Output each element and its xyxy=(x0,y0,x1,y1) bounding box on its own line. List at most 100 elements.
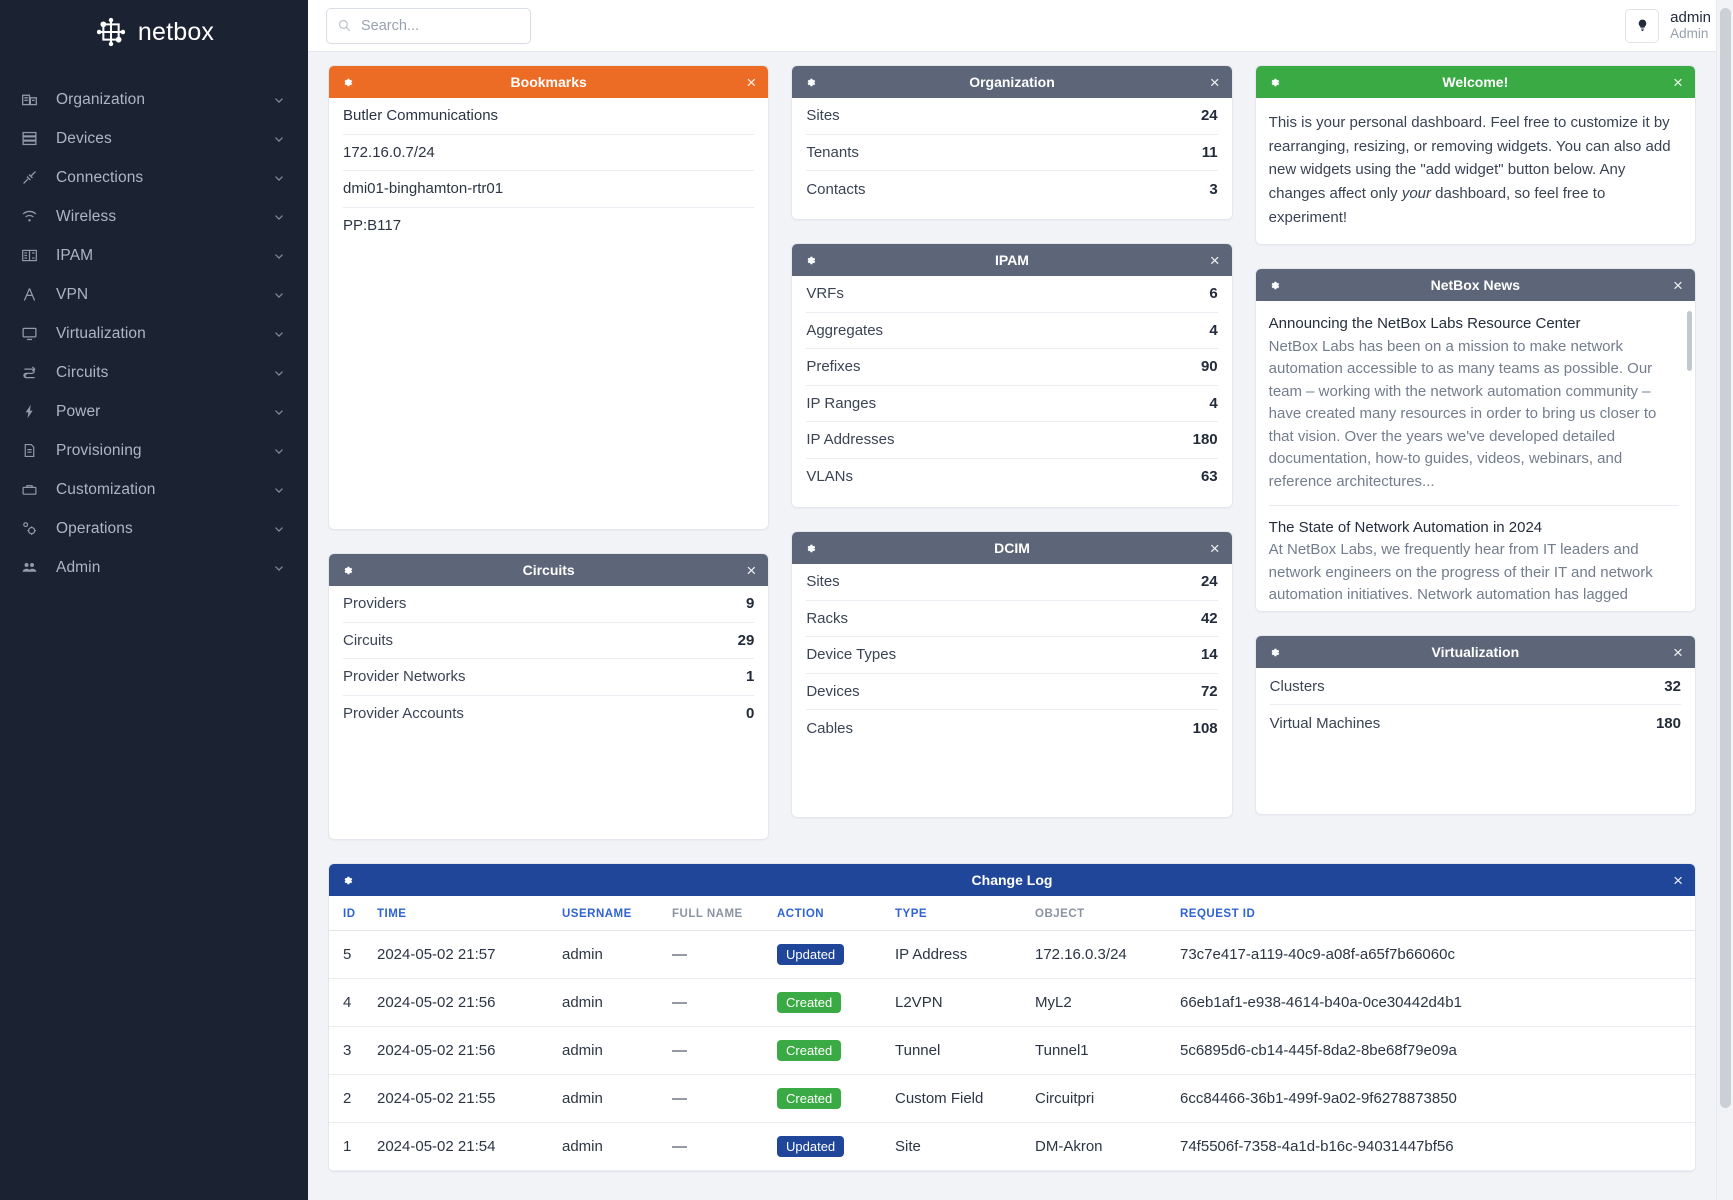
cell-object[interactable]: DM-Akron xyxy=(1029,1122,1174,1171)
stat-row[interactable]: IP Ranges 4 xyxy=(806,386,1218,422)
stat-row[interactable]: Devices 72 xyxy=(806,674,1218,710)
sidebar-item-vpn[interactable]: VPN xyxy=(0,275,308,314)
sidebar-item-wireless[interactable]: Wireless xyxy=(0,197,308,236)
cell-request-id[interactable]: 5c6895d6-cb14-445f-8da2-8be68f79e09a xyxy=(1174,1026,1695,1075)
close-icon[interactable]: × xyxy=(1673,72,1683,92)
stat-row[interactable]: Contacts 3 xyxy=(806,171,1217,208)
cell-id[interactable]: 3 xyxy=(329,1026,371,1075)
close-icon[interactable]: × xyxy=(1209,538,1220,558)
cell-id[interactable]: 1 xyxy=(329,1122,371,1171)
cell-object[interactable]: MyL2 xyxy=(1029,978,1174,1027)
stat-row[interactable]: Clusters 32 xyxy=(1269,668,1681,705)
stat-row[interactable]: Prefixes 90 xyxy=(806,349,1218,386)
close-icon[interactable]: × xyxy=(1673,275,1683,295)
brand[interactable]: netbox xyxy=(0,6,308,58)
news-scroll-area[interactable]: Announcing the NetBox Labs Resource Cent… xyxy=(1256,301,1695,611)
column-header-time[interactable]: TIME xyxy=(371,896,556,931)
sidebar-item-operations[interactable]: Operations xyxy=(0,509,308,548)
stat-row[interactable]: Virtual Machines 180 xyxy=(1270,705,1681,742)
search-input[interactable] xyxy=(361,17,520,34)
cell-id[interactable]: 2 xyxy=(329,1074,371,1123)
gear-icon[interactable] xyxy=(1268,279,1281,292)
gear-icon[interactable] xyxy=(341,76,354,89)
sidebar-item-organization[interactable]: Organization xyxy=(0,80,308,119)
table-row[interactable]: 2 2024-05-02 21:55 admin — Created Custo… xyxy=(329,1074,1695,1123)
stat-row[interactable]: VRFs 6 xyxy=(806,276,1218,313)
cell-request-id[interactable]: 6cc84466-36b1-499f-9a02-9f6278873850 xyxy=(1174,1074,1695,1123)
sidebar-item-admin[interactable]: Admin xyxy=(0,548,308,587)
cell-full-name: — xyxy=(666,930,771,979)
close-icon[interactable]: × xyxy=(1673,870,1683,890)
column-header-username[interactable]: USERNAME xyxy=(556,896,666,931)
gear-icon[interactable] xyxy=(1268,646,1281,659)
stat-label: VLANs xyxy=(806,468,854,486)
cell-object[interactable]: Tunnel1 xyxy=(1029,1026,1174,1075)
column-header-type[interactable]: TYPE xyxy=(889,896,1029,931)
stat-row[interactable]: Sites 24 xyxy=(806,564,1218,601)
list-item[interactable]: 172.16.0.7/24 xyxy=(343,135,755,171)
stat-row[interactable]: Circuits 29 xyxy=(343,623,755,659)
table-row[interactable]: 1 2024-05-02 21:54 admin — Updated Site … xyxy=(329,1122,1695,1171)
stat-row[interactable]: Tenants 11 xyxy=(806,135,1218,171)
table-row[interactable]: 4 2024-05-02 21:56 admin — Created L2VPN… xyxy=(329,978,1695,1027)
sidebar-item-customization[interactable]: Customization xyxy=(0,470,308,509)
list-item[interactable]: dmi01-binghamton-rtr01 xyxy=(343,171,755,208)
user-meta[interactable]: admin Admin xyxy=(1670,9,1711,42)
close-icon[interactable]: × xyxy=(1209,72,1220,92)
sidebar-item-devices[interactable]: Devices xyxy=(0,119,308,158)
sidebar-item-circuits[interactable]: Circuits xyxy=(0,353,308,392)
close-icon[interactable]: × xyxy=(746,560,757,580)
close-icon[interactable]: × xyxy=(746,72,757,92)
page-scrollbar-thumb[interactable] xyxy=(1720,8,1731,1108)
gear-icon[interactable] xyxy=(341,564,354,577)
cell-request-id[interactable]: 66eb1af1-e938-4614-b40a-0ce30442d4b1 xyxy=(1174,978,1695,1027)
sidebar-item-connections[interactable]: Connections xyxy=(0,158,308,197)
close-icon[interactable]: × xyxy=(1209,250,1220,270)
page-scrollbar[interactable] xyxy=(1716,0,1733,1200)
stat-row[interactable]: Racks 42 xyxy=(806,601,1218,637)
cell-request-id[interactable]: 74f5506f-7358-4a1d-b16c-94031447bf56 xyxy=(1174,1122,1695,1171)
stat-row[interactable]: Aggregates 4 xyxy=(806,313,1218,349)
gear-icon[interactable] xyxy=(804,254,817,267)
cell-time[interactable]: 2024-05-02 21:54 xyxy=(371,1122,556,1171)
stat-row[interactable]: VLANs 63 xyxy=(806,459,1217,496)
column-header-request-id[interactable]: REQUEST ID xyxy=(1174,896,1695,931)
search-box[interactable] xyxy=(326,7,531,44)
stat-row[interactable]: Cables 108 xyxy=(806,710,1217,747)
theme-toggle-button[interactable] xyxy=(1625,8,1660,43)
cell-time[interactable]: 2024-05-02 21:56 xyxy=(371,978,556,1027)
gear-icon[interactable] xyxy=(804,76,817,89)
stat-row[interactable]: Sites 24 xyxy=(806,98,1218,135)
gear-icon[interactable] xyxy=(804,542,817,555)
search-icon xyxy=(338,19,351,32)
stat-row[interactable]: Providers 9 xyxy=(343,586,755,623)
cell-time[interactable]: 2024-05-02 21:57 xyxy=(371,930,556,979)
news-scrollbar[interactable] xyxy=(1686,311,1692,372)
cell-id[interactable]: 4 xyxy=(329,978,371,1027)
close-icon[interactable]: × xyxy=(1673,642,1683,662)
list-item[interactable]: PP:B117 xyxy=(343,217,402,235)
column-header-id[interactable]: ID xyxy=(329,896,371,931)
table-row[interactable]: 3 2024-05-02 21:56 admin — Created Tunne… xyxy=(329,1026,1695,1075)
sidebar-item-provisioning[interactable]: Provisioning xyxy=(0,431,308,470)
table-row[interactable]: 5 2024-05-02 21:57 admin — Updated IP Ad… xyxy=(329,930,1695,979)
cell-object[interactable]: Circuitpri xyxy=(1029,1074,1174,1123)
sidebar-item-ipam[interactable]: IPAM xyxy=(0,236,308,275)
cell-id[interactable]: 5 xyxy=(329,930,371,979)
cell-time[interactable]: 2024-05-02 21:55 xyxy=(371,1074,556,1123)
cell-time[interactable]: 2024-05-02 21:56 xyxy=(371,1026,556,1075)
stat-row[interactable]: Provider Accounts 0 xyxy=(343,696,754,733)
sidebar-item-power[interactable]: Power xyxy=(0,392,308,431)
news-article[interactable]: Announcing the NetBox Labs Resource Cent… xyxy=(1269,314,1679,505)
stat-row[interactable]: Provider Networks 1 xyxy=(343,659,755,696)
news-article[interactable]: The State of Network Automation in 2024 … xyxy=(1268,505,1679,611)
stat-row[interactable]: Device Types 14 xyxy=(806,637,1218,674)
column-header-action[interactable]: ACTION xyxy=(771,896,889,931)
cell-request-id[interactable]: 73c7e417-a119-40c9-a08f-a65f7b66060c xyxy=(1174,930,1695,979)
sidebar-item-virtualization[interactable]: Virtualization xyxy=(0,314,308,353)
cell-object[interactable]: 172.16.0.3/24 xyxy=(1029,930,1174,979)
gear-icon[interactable] xyxy=(1268,76,1281,89)
gear-icon[interactable] xyxy=(341,874,354,887)
list-item[interactable]: Butler Communications xyxy=(343,98,755,135)
stat-row[interactable]: IP Addresses 180 xyxy=(806,422,1218,459)
